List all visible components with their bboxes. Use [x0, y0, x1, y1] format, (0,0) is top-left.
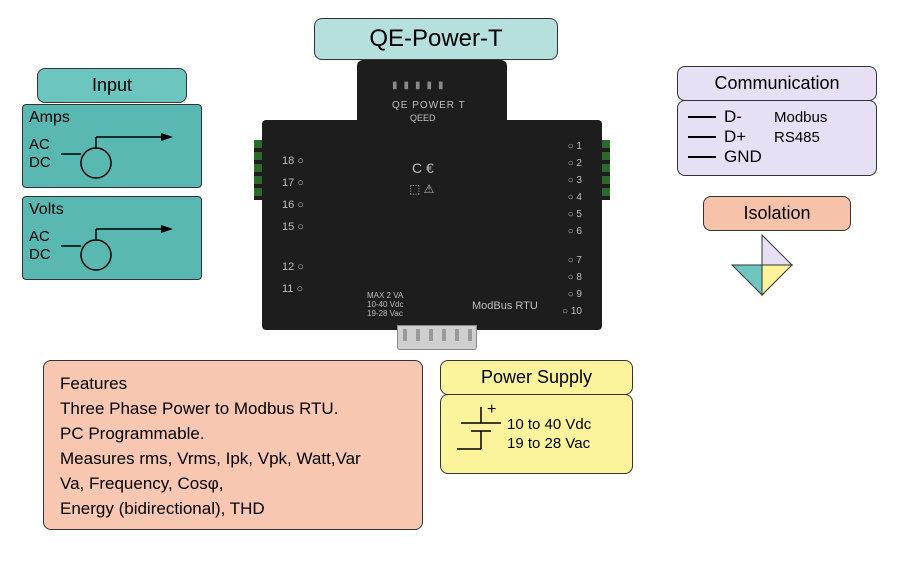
volts-title: Volts	[29, 201, 195, 219]
right-pin: ○ 7	[562, 252, 582, 269]
isolation-header-text: Isolation	[714, 201, 840, 226]
volts-symbol	[51, 219, 176, 273]
svg-text:+: +	[487, 401, 496, 418]
left-pin: 15 ○	[282, 216, 304, 238]
device-label: QE POWER T	[392, 100, 466, 111]
power-header-text: Power Supply	[451, 365, 622, 390]
right-pin: ○ 8	[562, 269, 582, 286]
amps-symbol	[51, 127, 176, 181]
amps-title: Amps	[29, 109, 195, 127]
features-box: Features Three Phase Power to Modbus RTU…	[43, 360, 423, 530]
volts-ac: AC	[29, 228, 51, 246]
power-body: + 10 to 40 Vdc 19 to 28 Vac	[440, 394, 633, 474]
right-pin: ○ 4	[562, 189, 582, 206]
isolation-header: Isolation	[703, 196, 851, 231]
comm-line: GND	[688, 147, 866, 167]
feature-line: Three Phase Power to Modbus RTU.	[60, 396, 406, 421]
left-pin: 17 ○	[282, 172, 304, 194]
right-pin: ○ 10	[562, 303, 582, 320]
power-vdc: 10 to 40 Vdc	[507, 415, 591, 434]
right-pin: ○ 5	[562, 206, 582, 223]
left-pin: 18 ○	[282, 150, 304, 172]
amps-ac: AC	[29, 136, 51, 154]
power-header: Power Supply	[440, 360, 633, 395]
input-header-text: Input	[48, 73, 176, 98]
input-block-amps: Amps AC DC	[22, 104, 202, 188]
volts-dc: DC	[29, 246, 51, 264]
title-text: QE-Power-T	[325, 23, 547, 55]
device-module: ▮▮▮▮▮ QE POWER T QEED 18 ○17 ○16 ○15 ○12…	[232, 60, 632, 350]
comm-header-text: Communication	[688, 71, 866, 96]
feature-line: Energy (bidirectional), THD	[60, 496, 406, 521]
device-brand: QEED	[410, 113, 436, 123]
isolation-symbol	[722, 230, 802, 300]
left-pin: 11 ○	[282, 278, 304, 300]
battery-symbol: +	[447, 399, 507, 469]
feature-line: PC Programmable.	[60, 421, 406, 446]
amps-dc: DC	[29, 154, 51, 172]
feature-line: Measures rms, Vrms, Ipk, Vpk, Watt,Var	[60, 446, 406, 471]
features-header: Features	[60, 371, 406, 396]
left-pin: 16 ○	[282, 194, 304, 216]
input-header: Input	[37, 68, 187, 103]
input-block-volts: Volts AC DC	[22, 196, 202, 280]
comm-line: D-Modbus	[688, 107, 866, 127]
power-vac: 19 to 28 Vac	[507, 434, 591, 453]
device-max: MAX 2 VA 10-40 Vdc 19-28 Vac	[367, 291, 403, 318]
right-pin: ○ 2	[562, 155, 582, 172]
comm-header: Communication	[677, 66, 877, 101]
right-pin: ○ 3	[562, 172, 582, 189]
title-box: QE-Power-T	[314, 18, 558, 60]
right-pin: ○ 6	[562, 223, 582, 240]
feature-line: Va, Frequency, Cosφ,	[60, 471, 406, 496]
comm-body: D-ModbusD+RS485GND	[677, 100, 877, 176]
comm-line: D+RS485	[688, 127, 866, 147]
device-modbus: ModBus RTU	[472, 300, 538, 312]
right-pin: ○ 9	[562, 286, 582, 303]
left-pin: 12 ○	[282, 256, 304, 278]
right-pin: ○ 1	[562, 138, 582, 155]
